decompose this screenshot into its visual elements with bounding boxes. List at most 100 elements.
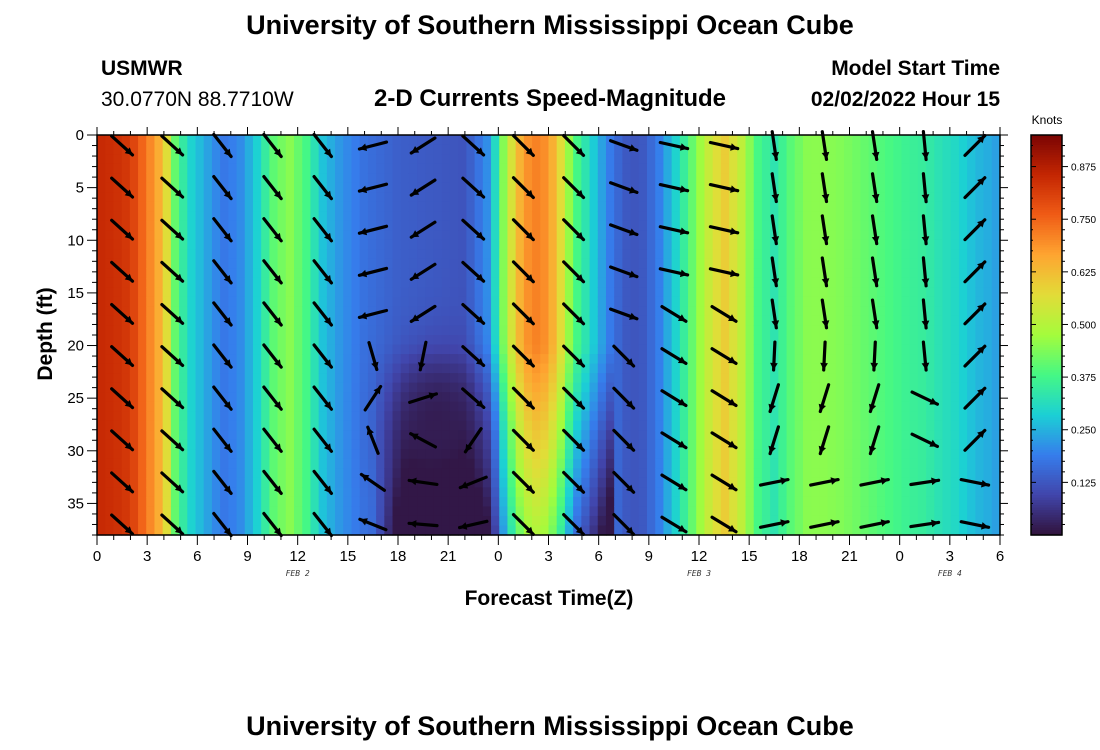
heatmap-cell: [958, 487, 968, 498]
heatmap-cell: [179, 201, 188, 212]
heatmap-cell: [688, 315, 697, 327]
heatmap-cell: [671, 277, 681, 288]
heatmap-cell: [384, 477, 394, 488]
heatmap-cell: [277, 249, 287, 260]
heatmap-cell: [605, 192, 615, 203]
heatmap-cell: [704, 335, 714, 346]
heatmap-cell: [917, 163, 927, 174]
heatmap-cell: [663, 354, 673, 365]
heatmap-cell: [277, 315, 287, 327]
heatmap-cell: [720, 201, 730, 212]
heatmap-cell: [417, 382, 426, 393]
heatmap-cell: [138, 268, 147, 279]
heatmap-cell: [597, 192, 607, 203]
heatmap-cell: [967, 468, 976, 479]
heatmap-cell: [581, 144, 591, 155]
heatmap-cell: [228, 430, 238, 441]
heatmap-cell: [540, 306, 550, 317]
heatmap-cell: [901, 268, 911, 279]
heatmap-cell: [400, 144, 410, 155]
heatmap-cell: [228, 515, 238, 527]
heatmap-cell: [926, 163, 935, 174]
heatmap-cell: [753, 468, 763, 479]
heatmap-cell: [515, 230, 525, 241]
heatmap-cell: [811, 201, 820, 212]
heatmap-cell: [425, 258, 435, 269]
heatmap-cell: [605, 277, 615, 288]
heatmap-cell: [647, 268, 656, 279]
heatmap-cell: [934, 277, 944, 288]
heatmap-cell: [835, 477, 845, 488]
heatmap-cell: [753, 382, 763, 393]
heatmap-cell: [704, 135, 714, 146]
heatmap-cell: [540, 325, 550, 336]
heatmap-cell: [958, 468, 968, 479]
heatmap-cell: [335, 268, 344, 279]
heatmap-cell: [203, 239, 213, 250]
heatmap-cell: [392, 296, 402, 308]
heatmap-cell: [195, 239, 205, 250]
heatmap-cell: [548, 525, 558, 536]
heatmap-cell: [138, 477, 147, 488]
colorbar-swatch: [1031, 415, 1062, 419]
heatmap-cell: [105, 354, 115, 365]
heatmap-cell: [753, 135, 763, 146]
heatmap-cell: [688, 382, 697, 393]
heatmap-cell: [105, 296, 115, 308]
heatmap-cell: [876, 230, 886, 241]
heatmap-cell: [269, 373, 279, 384]
heatmap-cell: [844, 430, 853, 441]
heatmap-cell: [97, 363, 106, 374]
heatmap-cell: [294, 296, 303, 308]
heatmap-cell: [688, 249, 697, 260]
heatmap-cell: [220, 468, 229, 479]
heatmap-cell: [449, 401, 459, 412]
heatmap-cell: [187, 449, 197, 460]
heatmap-cell: [261, 154, 270, 165]
heatmap-cell: [942, 230, 952, 241]
heatmap-cell: [794, 477, 804, 488]
heatmap-cell: [786, 477, 796, 488]
heatmap-cell: [827, 363, 837, 374]
heatmap-cell: [967, 487, 976, 498]
heatmap-cell: [638, 439, 648, 450]
heatmap-cell: [211, 439, 221, 450]
heatmap-cell: [564, 154, 574, 165]
heatmap-cell: [458, 287, 468, 298]
heatmap-cell: [310, 335, 320, 346]
heatmap-cell: [712, 154, 722, 165]
heatmap-cell: [310, 420, 320, 431]
heatmap-cell: [893, 258, 903, 269]
heatmap-cell: [507, 144, 517, 155]
heatmap-cell: [573, 220, 582, 231]
heatmap-cell: [794, 287, 804, 298]
heatmap-cell: [647, 344, 656, 355]
colorbar-swatch: [1031, 220, 1062, 224]
heatmap-cell: [129, 220, 139, 231]
heatmap-cell: [449, 468, 459, 479]
heatmap-cell: [105, 258, 115, 269]
heatmap-cell: [835, 144, 845, 155]
heatmap-cell: [220, 201, 229, 212]
heatmap-cell: [351, 363, 361, 374]
heatmap-cell: [597, 163, 607, 174]
heatmap-cell: [958, 430, 968, 441]
heatmap-cell: [294, 449, 303, 460]
heatmap-cell: [392, 411, 402, 422]
heatmap-cell: [819, 163, 829, 174]
heatmap-cell: [138, 201, 147, 212]
heatmap-cell: [466, 239, 476, 250]
heatmap-cell: [491, 506, 500, 517]
heatmap-cell: [958, 268, 968, 279]
heatmap-cell: [614, 468, 623, 479]
heatmap-cell: [228, 325, 238, 336]
heatmap-cell: [425, 230, 435, 241]
heatmap-cell: [729, 411, 738, 422]
heatmap-cell: [597, 496, 607, 508]
heatmap-cell: [540, 439, 550, 450]
heatmap-cell: [802, 220, 812, 231]
heatmap-cell: [671, 154, 681, 165]
current-arrow: [820, 172, 830, 204]
heatmap-cell: [975, 306, 985, 317]
heatmap-cell: [220, 135, 229, 146]
